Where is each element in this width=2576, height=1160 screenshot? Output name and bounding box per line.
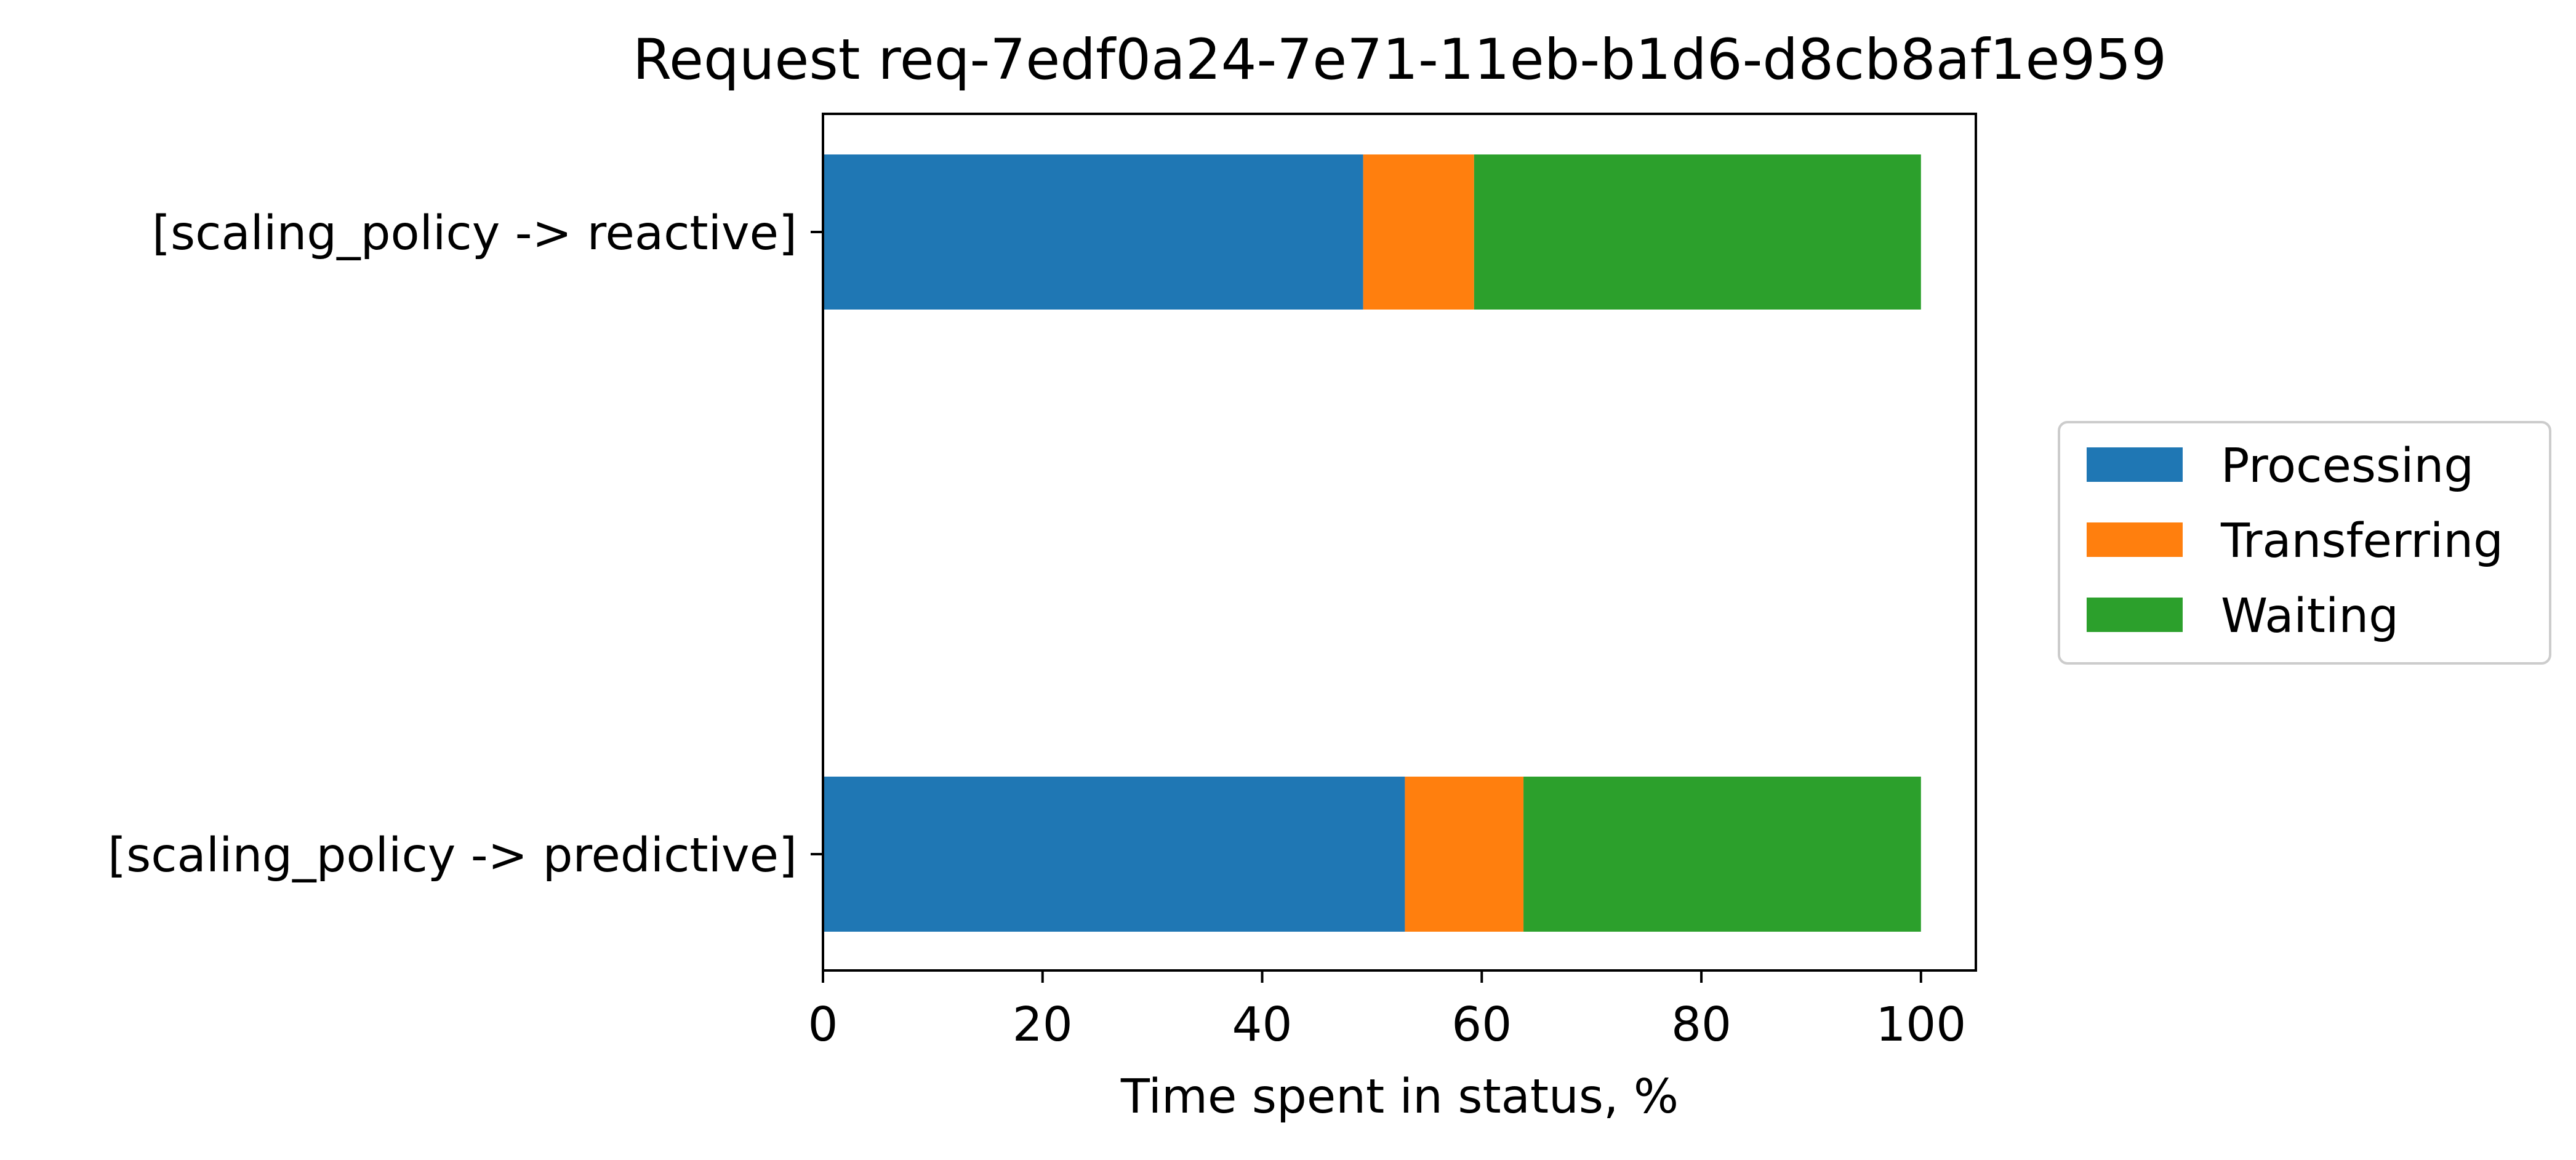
legend-label-processing: Processing [2221, 439, 2474, 494]
legend-swatch-transferring [2087, 522, 2183, 557]
x-tick-label-1: 20 [1013, 998, 1073, 1052]
x-axis: 0 20 40 60 80 100 [808, 970, 1966, 1052]
y-axis: [scaling_policy -> reactive] [scaling_pol… [108, 206, 823, 883]
x-tick-label-5: 100 [1876, 998, 1966, 1052]
chart-title: Request req-7edf0a24-7e71-11eb-b1d6-d8cb… [633, 28, 2167, 92]
legend-swatch-processing [2087, 447, 2183, 482]
legend-label-waiting: Waiting [2221, 589, 2399, 644]
legend-swatch-waiting [2087, 598, 2183, 632]
bars-layer [823, 154, 1921, 932]
bar-waiting-1 [1523, 777, 1921, 932]
x-tick-label-3: 60 [1451, 998, 1512, 1052]
x-tick-label-4: 80 [1671, 998, 1731, 1052]
legend-label-transferring: Transferring [2220, 514, 2503, 569]
bar-transferring-1 [1405, 777, 1524, 932]
x-axis-label: Time spent in status, % [1120, 1070, 1679, 1124]
bar-transferring-0 [1363, 154, 1474, 310]
x-tick-label-2: 40 [1232, 998, 1293, 1052]
plot-frame [822, 113, 1977, 972]
legend: Processing Transferring Waiting [2058, 421, 2551, 665]
bar-processing-1 [823, 777, 1405, 932]
y-tick-label-0: [scaling_policy -> reactive] [152, 206, 797, 261]
x-tick-label-0: 0 [808, 998, 838, 1052]
bar-waiting-0 [1474, 154, 1921, 310]
bar-processing-0 [823, 154, 1363, 310]
y-tick-label-1: [scaling_policy -> predictive] [108, 828, 797, 883]
